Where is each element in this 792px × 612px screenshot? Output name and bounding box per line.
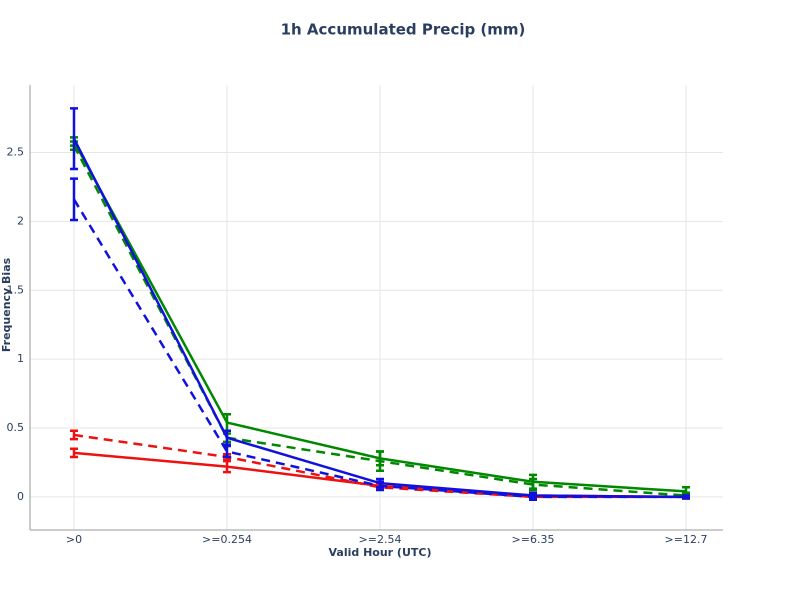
- error-bar: [223, 444, 231, 459]
- y-tick-label: 1: [17, 352, 24, 365]
- chart-title: 1h Accumulated Precip (mm): [281, 21, 526, 39]
- error-bar: [70, 429, 78, 441]
- error-bar: [376, 450, 384, 473]
- y-tick-label: 0: [17, 490, 24, 503]
- x-tick-label: >0: [66, 533, 82, 546]
- y-tick-label: 1.5: [7, 283, 25, 296]
- error-bar: [376, 480, 384, 492]
- x-axis-title: Valid Hour (UTC): [329, 546, 432, 559]
- error-bar: [70, 447, 78, 459]
- y-tick-label: 2.5: [7, 146, 25, 159]
- error-bar: [529, 492, 537, 501]
- x-tick-label: >=2.54: [359, 533, 402, 546]
- x-tick-label: >=12.7: [665, 533, 708, 546]
- y-tick-label: 0.5: [7, 421, 25, 434]
- error-bar: [223, 429, 231, 446]
- error-bar: [529, 477, 537, 492]
- y-axis-title: Frequency Bias: [0, 257, 13, 352]
- x-tick-label: >=0.254: [202, 533, 252, 546]
- error-bar: [682, 494, 690, 500]
- y-tick-label: 2: [17, 214, 24, 227]
- error-bar: [70, 107, 78, 171]
- error-bar: [70, 177, 78, 222]
- x-tick-label: >=6.35: [512, 533, 555, 546]
- error-bar: [223, 459, 231, 474]
